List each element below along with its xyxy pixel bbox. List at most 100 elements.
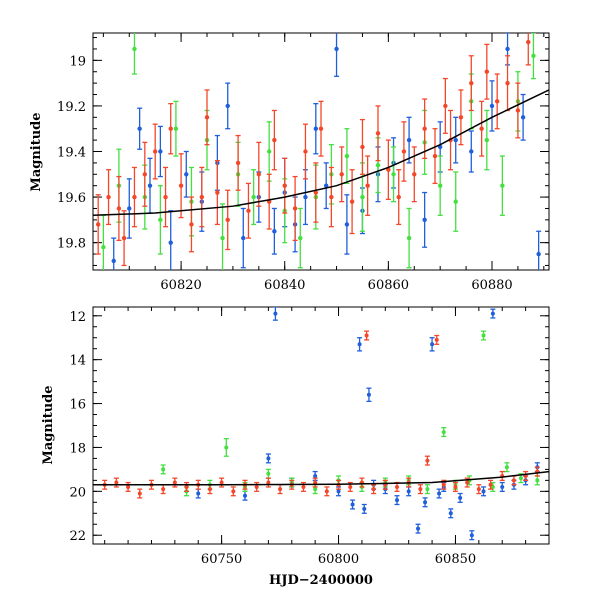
red-data-point (106, 169, 112, 226)
blue-data-point (240, 207, 246, 269)
top-ticks (93, 33, 549, 270)
red-data-point (265, 477, 271, 488)
x-tick-label: 60840 (264, 278, 305, 293)
red-data-point (525, 33, 531, 66)
green-data-point (424, 484, 430, 495)
green-data-point (131, 33, 137, 75)
red-data-point (505, 55, 511, 112)
green-data-point (453, 171, 459, 232)
top-data-marks (95, 33, 542, 270)
red-data-point (365, 155, 371, 216)
blue-data-point (469, 530, 475, 541)
blue-data-point (468, 130, 474, 173)
bottom-tick-labels: 60750 60800 60850 12 14 16 18 20 22 (69, 310, 476, 567)
red-data-point (137, 488, 143, 499)
red-data-point (271, 109, 277, 171)
x-tick-label: 60750 (201, 552, 242, 567)
bottom-data-marks (102, 307, 540, 541)
green-data-point (173, 100, 179, 157)
green-data-point (406, 207, 412, 269)
red-data-point (432, 128, 438, 185)
green-data-point (297, 207, 303, 269)
red-data-point (479, 100, 485, 157)
green-data-point (437, 155, 443, 216)
blue-data-point (313, 102, 319, 155)
red-data-point (511, 475, 517, 486)
red-data-point (375, 105, 381, 162)
blue-data-point (265, 453, 271, 464)
blue-data-point (168, 210, 174, 270)
blue-data-point (147, 157, 153, 214)
x-tick-label: 60820 (160, 278, 201, 293)
red-data-point (131, 166, 137, 228)
red-data-point (484, 43, 490, 100)
red-data-point (339, 146, 345, 203)
blue-data-point (415, 523, 421, 534)
blue-data-point (183, 150, 189, 198)
blue-data-point (323, 162, 329, 210)
bottom-ticks (93, 307, 550, 544)
green-data-point (391, 146, 397, 203)
red-data-point (401, 121, 407, 182)
red-data-point (328, 166, 334, 228)
blue-data-point (481, 486, 487, 497)
blue-data-point (357, 337, 363, 352)
green-data-point (344, 128, 350, 185)
blue-data-point (271, 207, 277, 255)
red-data-point (152, 123, 158, 180)
y-tick-label: 19.6 (57, 191, 86, 206)
red-data-point (371, 484, 377, 495)
y-tick-label: 19 (69, 54, 86, 69)
red-data-point (396, 169, 402, 226)
green-data-point (441, 427, 447, 438)
x-tick-label: 60800 (318, 552, 359, 567)
green-data-point (157, 185, 163, 255)
red-data-point (256, 141, 262, 207)
red-data-point (476, 484, 482, 495)
green-data-point (266, 121, 272, 182)
blue-data-point (422, 497, 428, 508)
red-data-point (207, 484, 213, 495)
y-tick-label: 14 (69, 354, 86, 369)
top-panel: 60820 60840 60860 60880 19 19.2 19.4 19.6 19.8 M… (29, 32, 550, 293)
blue-data-point (406, 486, 412, 497)
bottom-axes-frame (92, 306, 550, 545)
red-data-point (282, 157, 288, 214)
blue-data-point (195, 488, 201, 499)
red-data-point (184, 481, 190, 492)
red-data-point (417, 484, 423, 495)
red-data-point (178, 153, 184, 219)
blue-data-point (242, 490, 248, 501)
blue-data-point (272, 307, 278, 321)
red-data-point (188, 196, 194, 253)
blue-data-point (394, 495, 400, 506)
red-data-point (422, 98, 428, 159)
red-data-point (442, 77, 448, 134)
blue-data-point (225, 82, 231, 130)
blue-data-point (406, 116, 412, 164)
red-data-point (199, 166, 205, 228)
red-data-point (121, 210, 127, 267)
blue-data-point (489, 80, 495, 132)
red-data-point (142, 141, 148, 207)
blue-data-point (111, 237, 117, 270)
top-tick-labels: 60820 60840 60860 60880 19 19.2 19.4 19.6 19.8 (57, 54, 513, 293)
blue-data-point (490, 308, 496, 319)
green-data-point (265, 468, 271, 479)
blue-data-point (448, 508, 454, 519)
red-data-point (160, 484, 166, 495)
blue-data-point (457, 492, 463, 503)
red-data-point (292, 175, 298, 242)
x-tick-label: 60880 (471, 278, 512, 293)
y-tick-label: 19.2 (57, 100, 86, 115)
red-data-point (172, 477, 178, 488)
red-data-point (434, 334, 440, 345)
blue-data-point (361, 503, 367, 514)
red-data-point (424, 455, 430, 466)
bottom-panel: 60750 60800 60850 12 14 16 18 20 22 Magnitude HJ… (41, 306, 550, 588)
red-data-point (364, 330, 370, 341)
y-tick-label: 19.4 (57, 146, 86, 161)
red-data-point (312, 477, 318, 488)
red-data-point (116, 175, 122, 242)
